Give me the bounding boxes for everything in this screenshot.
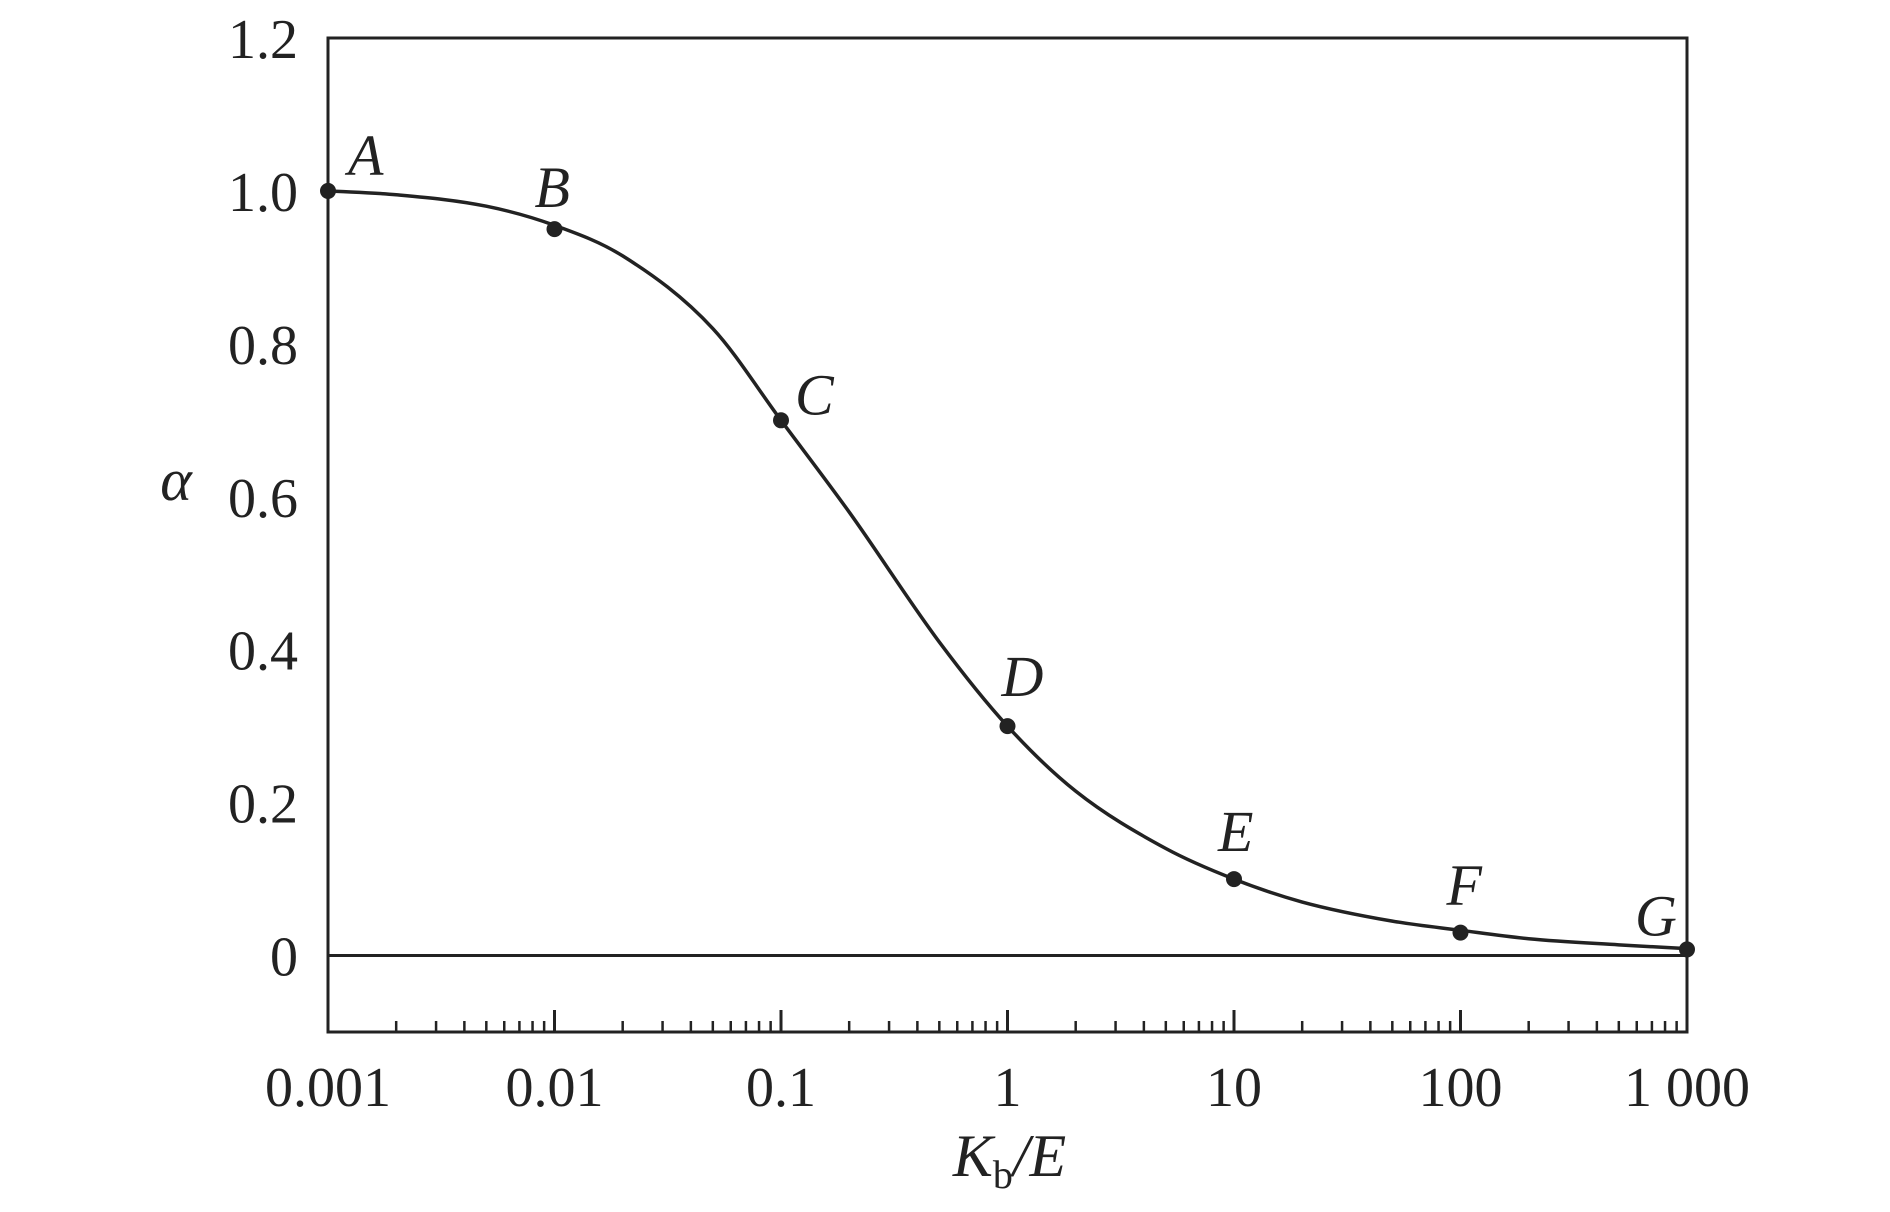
x-axis-label-rest: /E xyxy=(1010,1123,1066,1189)
x-tick-label: 0.1 xyxy=(746,1057,816,1119)
point-F-label: F xyxy=(1446,853,1483,918)
point-A-label: A xyxy=(344,123,384,188)
point-E-label: E xyxy=(1217,799,1253,864)
y-tick-label: 1.2 xyxy=(228,9,298,71)
x-minor-ticks xyxy=(394,1021,1678,1032)
x-axis-ticks: 0.001 0.01 0.1 1 10 100 1 000 xyxy=(265,1010,1750,1119)
x-tick-label: 10 xyxy=(1206,1057,1262,1119)
point-D-label: D xyxy=(1001,644,1044,709)
x-tick-label: 1 xyxy=(994,1057,1022,1119)
y-tick-label: 0.6 xyxy=(228,468,298,530)
data-points: A B C D E F G xyxy=(320,123,1695,958)
point-F-marker xyxy=(1452,924,1469,941)
y-tick-label: 0.2 xyxy=(228,774,298,836)
x-tick-label: 1 000 xyxy=(1624,1057,1750,1119)
plot-frame xyxy=(326,36,1689,1034)
x-tick-label: 0.01 xyxy=(506,1057,604,1119)
y-axis-ticks: 0 0.2 0.4 0.6 0.8 1.0 1.2 xyxy=(228,9,298,989)
x-axis-label-sub: b xyxy=(993,1152,1013,1197)
x-tick-label: 0.001 xyxy=(265,1057,391,1119)
point-C-marker xyxy=(773,412,789,429)
y-axis-label: α xyxy=(160,447,193,513)
point-B-label: B xyxy=(535,155,570,220)
y-tick-label: 0.4 xyxy=(228,621,298,683)
x-axis-label-main: K xyxy=(952,1123,996,1189)
y-tick-label: 0 xyxy=(270,927,298,989)
point-E-marker xyxy=(1226,871,1242,888)
y-tick-label: 0.8 xyxy=(228,315,298,377)
point-A-marker xyxy=(320,182,336,199)
point-G-label: G xyxy=(1635,883,1677,948)
y-tick-label: 1.0 xyxy=(228,162,298,224)
point-B-marker xyxy=(546,221,563,238)
point-D-marker xyxy=(999,718,1016,735)
point-G-marker xyxy=(1679,941,1695,958)
point-C-label: C xyxy=(795,362,835,427)
alpha-curve xyxy=(327,189,1688,951)
x-axis-label: Kb/E xyxy=(952,1123,1066,1197)
x-tick-label: 100 xyxy=(1419,1057,1503,1119)
